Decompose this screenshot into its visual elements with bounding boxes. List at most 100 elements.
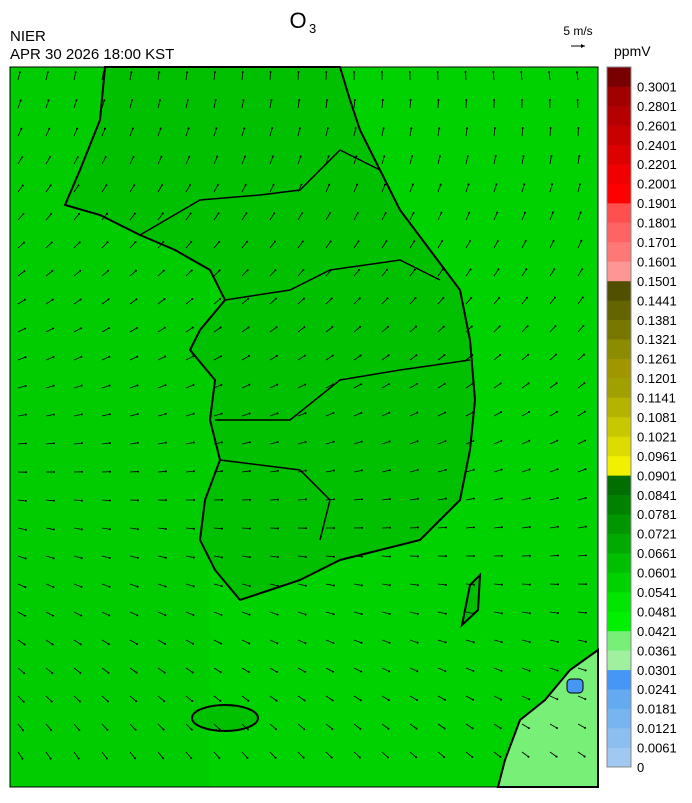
wind-head <box>108 356 110 358</box>
wind-head <box>247 298 249 300</box>
wind-head <box>49 156 51 158</box>
wind-head <box>164 355 166 357</box>
wind-head <box>221 441 223 443</box>
wind-head <box>50 758 52 760</box>
wind-head <box>80 327 82 329</box>
wind-head <box>553 268 555 270</box>
wind-head <box>275 298 277 300</box>
wind-head <box>385 240 387 242</box>
wind-head <box>303 757 305 759</box>
wind-head <box>550 127 552 129</box>
wind-head <box>557 497 559 499</box>
wind-head <box>415 354 417 356</box>
wind-head <box>585 526 587 528</box>
wind-head <box>80 615 82 617</box>
colorbar-segment <box>607 145 631 165</box>
wind-head <box>303 728 305 730</box>
wind-head <box>20 128 22 130</box>
wind-head <box>416 670 418 672</box>
wind-head <box>297 71 299 73</box>
wind-head <box>501 641 503 643</box>
wind-head <box>192 327 194 329</box>
colorbar-segment <box>607 611 631 631</box>
wind-head <box>529 497 531 499</box>
wind-head <box>333 469 335 471</box>
wind-head <box>584 468 586 470</box>
wind-head <box>134 757 136 759</box>
wind-head <box>277 556 279 558</box>
colorbar-label: 0.2201 <box>637 157 677 172</box>
colorbar-segment <box>607 709 631 729</box>
wind-head <box>137 528 139 530</box>
wind-head <box>248 384 250 386</box>
wind-head <box>275 728 277 730</box>
wind-head <box>528 411 530 413</box>
wind-head <box>440 212 442 214</box>
wind-head <box>193 557 195 559</box>
wind-head <box>584 755 586 757</box>
wind-head <box>190 757 192 759</box>
wind-head <box>53 414 55 416</box>
colorbar-segment <box>607 339 631 359</box>
wind-head <box>332 671 334 673</box>
wind-head <box>52 615 54 617</box>
wind-head <box>552 212 554 214</box>
wind-head <box>159 99 161 101</box>
unit: ppmV <box>614 43 651 59</box>
colorbar-label: 0.3001 <box>637 79 677 94</box>
wind-head <box>388 670 390 672</box>
wind-head <box>214 71 216 73</box>
wind-head <box>24 327 26 329</box>
wind-head <box>300 184 302 186</box>
wind-head <box>445 613 447 615</box>
wind-head <box>162 213 164 215</box>
wind-head <box>104 128 106 130</box>
colorbar-label: 0.2601 <box>637 118 677 133</box>
wind-head <box>442 269 444 271</box>
wind-head <box>473 555 475 557</box>
colorbar-label: 0.1321 <box>637 332 677 347</box>
wind-head <box>470 268 472 270</box>
colorbar-label: 0.0301 <box>637 663 677 678</box>
wind-head <box>134 213 136 215</box>
wind-head <box>577 99 579 101</box>
low-area <box>567 679 583 693</box>
wind-head <box>193 499 195 501</box>
wind-head <box>136 356 138 358</box>
colorbar-label: 0.1081 <box>637 410 677 425</box>
wind-head <box>360 412 362 414</box>
wind-head <box>387 326 389 328</box>
wind-head <box>22 729 24 731</box>
wind-head <box>557 583 559 585</box>
wind-head <box>248 642 250 644</box>
wind-head <box>165 557 167 559</box>
wind-head <box>585 583 587 585</box>
wind-head <box>78 213 80 215</box>
wind-head <box>215 99 217 101</box>
wind-head <box>584 411 586 413</box>
wind-head <box>22 213 24 215</box>
colorbar-label: 0.1701 <box>637 235 677 250</box>
wind-head <box>355 127 357 129</box>
wind-head <box>389 584 391 586</box>
wind-head <box>77 184 79 186</box>
wind-head <box>473 526 475 528</box>
wind-head <box>135 298 137 300</box>
wind-head <box>549 99 551 101</box>
wind-head <box>105 156 107 158</box>
wind-head <box>216 156 218 158</box>
wind-head <box>221 585 223 587</box>
wind-head <box>248 671 250 673</box>
wind-head <box>529 468 531 470</box>
wind-head <box>305 470 307 472</box>
wind-head <box>409 71 411 73</box>
wind-head <box>275 326 277 328</box>
wind-head <box>529 641 531 643</box>
wind-head <box>442 297 444 299</box>
wind-head <box>79 270 81 272</box>
wind-head <box>78 757 80 759</box>
wind-head <box>471 325 473 327</box>
wind-head <box>190 241 192 243</box>
wind-head <box>557 555 559 557</box>
